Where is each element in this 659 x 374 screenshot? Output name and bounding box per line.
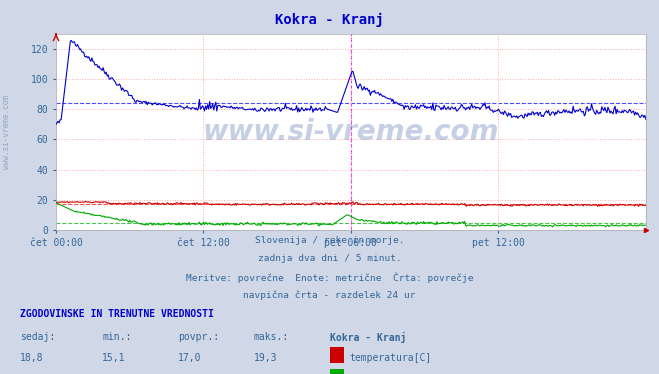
Text: www.si-vreme.com: www.si-vreme.com [203, 118, 499, 146]
Text: 17,0: 17,0 [178, 353, 202, 364]
Text: temperatura[C]: temperatura[C] [349, 353, 432, 364]
Text: sedaj:: sedaj: [20, 332, 55, 342]
Text: ZGODOVINSKE IN TRENUTNE VREDNOSTI: ZGODOVINSKE IN TRENUTNE VREDNOSTI [20, 309, 214, 319]
Text: Slovenija / reke in morje.: Slovenija / reke in morje. [255, 236, 404, 245]
Text: www.si-vreme.com: www.si-vreme.com [2, 95, 11, 169]
Text: 19,3: 19,3 [254, 353, 277, 364]
Text: maks.:: maks.: [254, 332, 289, 342]
Text: 15,1: 15,1 [102, 353, 126, 364]
Text: zadnja dva dni / 5 minut.: zadnja dva dni / 5 minut. [258, 254, 401, 263]
Text: navpična črta - razdelek 24 ur: navpična črta - razdelek 24 ur [243, 290, 416, 300]
Text: 18,8: 18,8 [20, 353, 43, 364]
Text: povpr.:: povpr.: [178, 332, 219, 342]
Text: Kokra - Kranj: Kokra - Kranj [275, 13, 384, 27]
Text: Meritve: povrečne  Enote: metrične  Črta: povrečje: Meritve: povrečne Enote: metrične Črta: … [186, 272, 473, 283]
Text: Kokra - Kranj: Kokra - Kranj [330, 332, 406, 343]
Text: min.:: min.: [102, 332, 132, 342]
